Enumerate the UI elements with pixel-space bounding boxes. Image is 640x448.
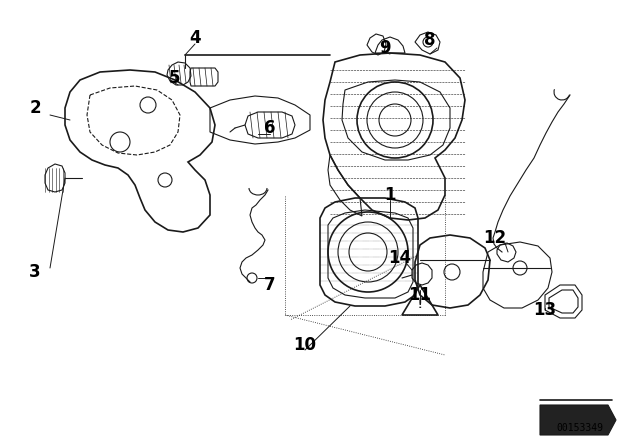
Text: 4: 4 — [189, 29, 201, 47]
Text: 13: 13 — [533, 301, 557, 319]
Text: 00153349: 00153349 — [557, 423, 604, 433]
Polygon shape — [540, 405, 616, 435]
Text: 1: 1 — [384, 186, 396, 204]
Text: !: ! — [418, 300, 422, 310]
Text: 8: 8 — [424, 31, 436, 49]
Text: 7: 7 — [264, 276, 276, 294]
Text: 11: 11 — [408, 286, 431, 304]
Text: 9: 9 — [379, 39, 391, 57]
Text: 10: 10 — [294, 336, 317, 354]
Text: 3: 3 — [29, 263, 41, 281]
Text: 12: 12 — [483, 229, 507, 247]
Text: 2: 2 — [29, 99, 41, 117]
Text: 14: 14 — [388, 249, 412, 267]
Text: 5: 5 — [169, 69, 180, 87]
Text: 6: 6 — [264, 119, 276, 137]
